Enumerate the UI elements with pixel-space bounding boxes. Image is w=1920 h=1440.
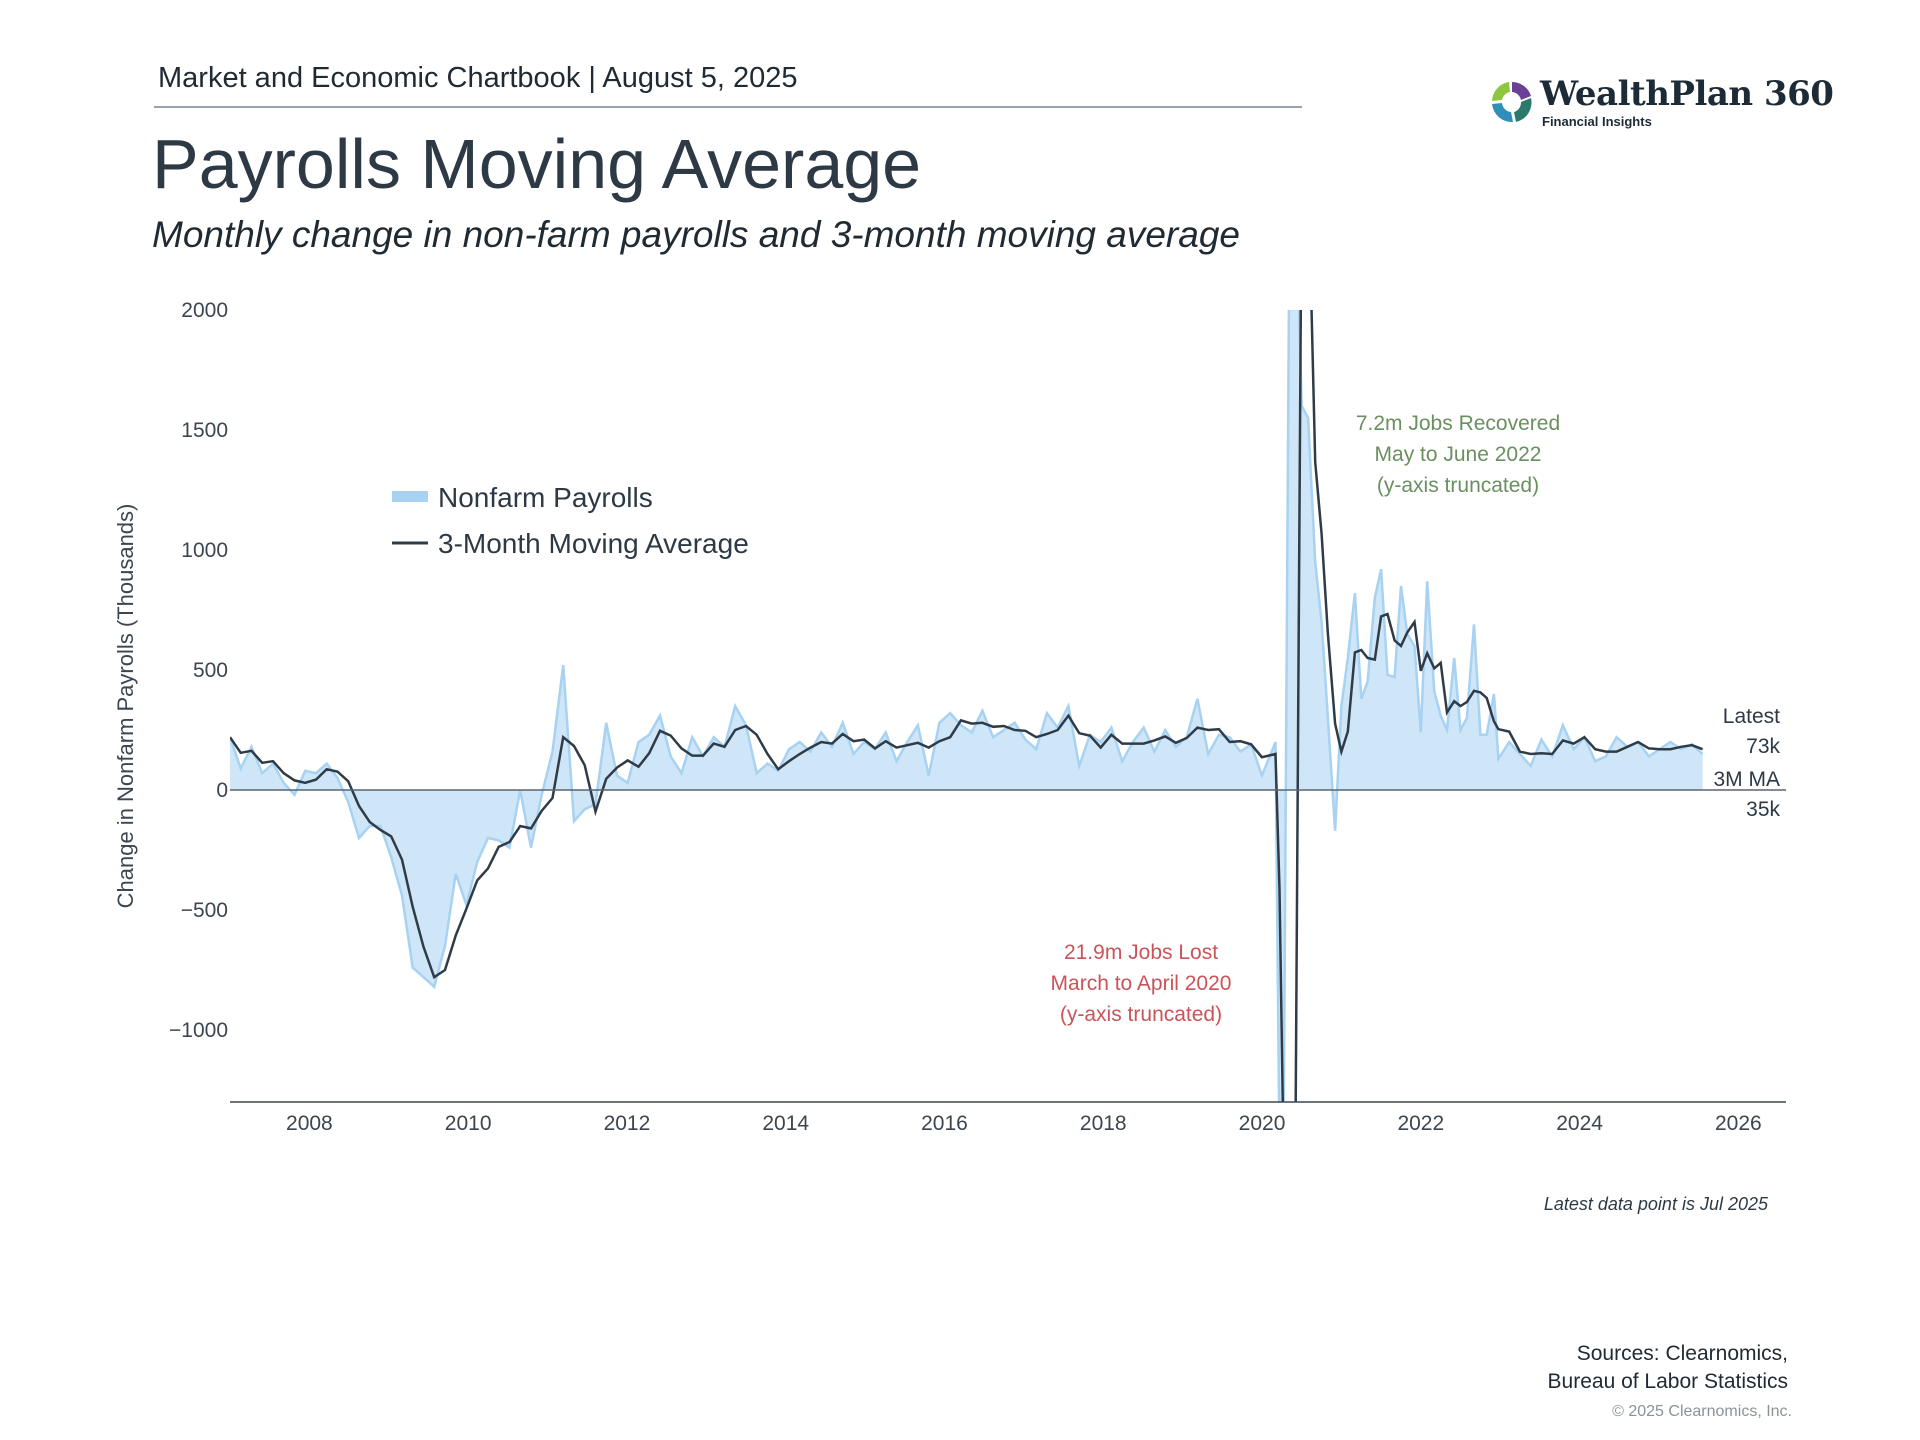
annotation-line: May to June 2022	[1375, 443, 1542, 466]
payrolls-area-fill	[230, 310, 1703, 1102]
y-tick-label: 1500	[181, 419, 228, 442]
annotation-line: March to April 2020	[1051, 972, 1232, 995]
wealthplan-logo-icon	[1492, 82, 1532, 123]
page-subtitle: Monthly change in non-farm payrolls and …	[152, 214, 1240, 255]
y-tick-label: 0	[216, 779, 228, 802]
legend-swatch-payrolls	[392, 491, 428, 502]
latest-label-line: 35k	[1746, 798, 1780, 821]
x-tick-label: 2008	[286, 1112, 333, 1135]
annotation-line: 7.2m Jobs Recovered	[1356, 412, 1560, 435]
brand-name: WealthPlan 360	[1540, 74, 1834, 114]
y-tick-label: 2000	[181, 299, 228, 322]
y-tick-label: −1000	[169, 1019, 228, 1042]
y-tick-label: 1000	[181, 539, 228, 562]
legend: Nonfarm Payrolls 3-Month Moving Average	[392, 482, 749, 559]
y-tick-label: −500	[181, 899, 228, 922]
sources-line-1: Sources: Clearnomics,	[1576, 1342, 1788, 1365]
copyright: © 2025 Clearnomics, Inc.	[1612, 1403, 1792, 1420]
legend-label-moving-average: 3-Month Moving Average	[438, 528, 749, 559]
x-tick-label: 2026	[1715, 1112, 1762, 1135]
chartbook-header: Market and Economic Chartbook | August 5…	[158, 62, 798, 94]
payrolls-line	[230, 310, 1704, 1102]
x-tick-label: 2018	[1080, 1112, 1127, 1135]
sources: Sources: Clearnomics, Bureau of Labor St…	[1548, 1340, 1788, 1396]
moving-average-line	[230, 310, 1704, 1102]
y-axis-label: Change in Nonfarm Payrolls (Thousands)	[113, 504, 138, 909]
sources-line-2: Bureau of Labor Statistics	[1547, 1370, 1788, 1393]
x-tick-label: 2012	[604, 1112, 651, 1135]
brand-tagline: Financial Insights	[1542, 114, 1652, 129]
latest-data-note: Latest data point is Jul 2025	[1543, 1194, 1768, 1214]
latest-label-line: Latest	[1723, 705, 1780, 728]
x-tick-label: 2014	[762, 1112, 809, 1135]
x-tick-label: 2020	[1239, 1112, 1286, 1135]
legend-label-payrolls: Nonfarm Payrolls	[438, 482, 653, 513]
latest-label-line: 73k	[1746, 735, 1780, 758]
x-tick-label: 2022	[1397, 1112, 1444, 1135]
y-tick-label: 500	[193, 659, 228, 682]
latest-label-line: 3M MA	[1713, 768, 1780, 791]
brand-logo: WealthPlan 360 Financial Insights	[1486, 74, 1834, 136]
x-tick-label: 2010	[445, 1112, 492, 1135]
header-divider	[154, 106, 1302, 108]
x-tick-label: 2024	[1556, 1112, 1603, 1135]
page-title: Payrolls Moving Average	[152, 125, 922, 203]
latest-value-label: Latest 73k 3M MA 35k	[1713, 705, 1780, 821]
annotation-line: (y-axis truncated)	[1060, 1003, 1222, 1026]
x-tick-label: 2016	[921, 1112, 968, 1135]
annotation-line: (y-axis truncated)	[1377, 474, 1539, 497]
annotation-line: 21.9m Jobs Lost	[1064, 941, 1218, 964]
